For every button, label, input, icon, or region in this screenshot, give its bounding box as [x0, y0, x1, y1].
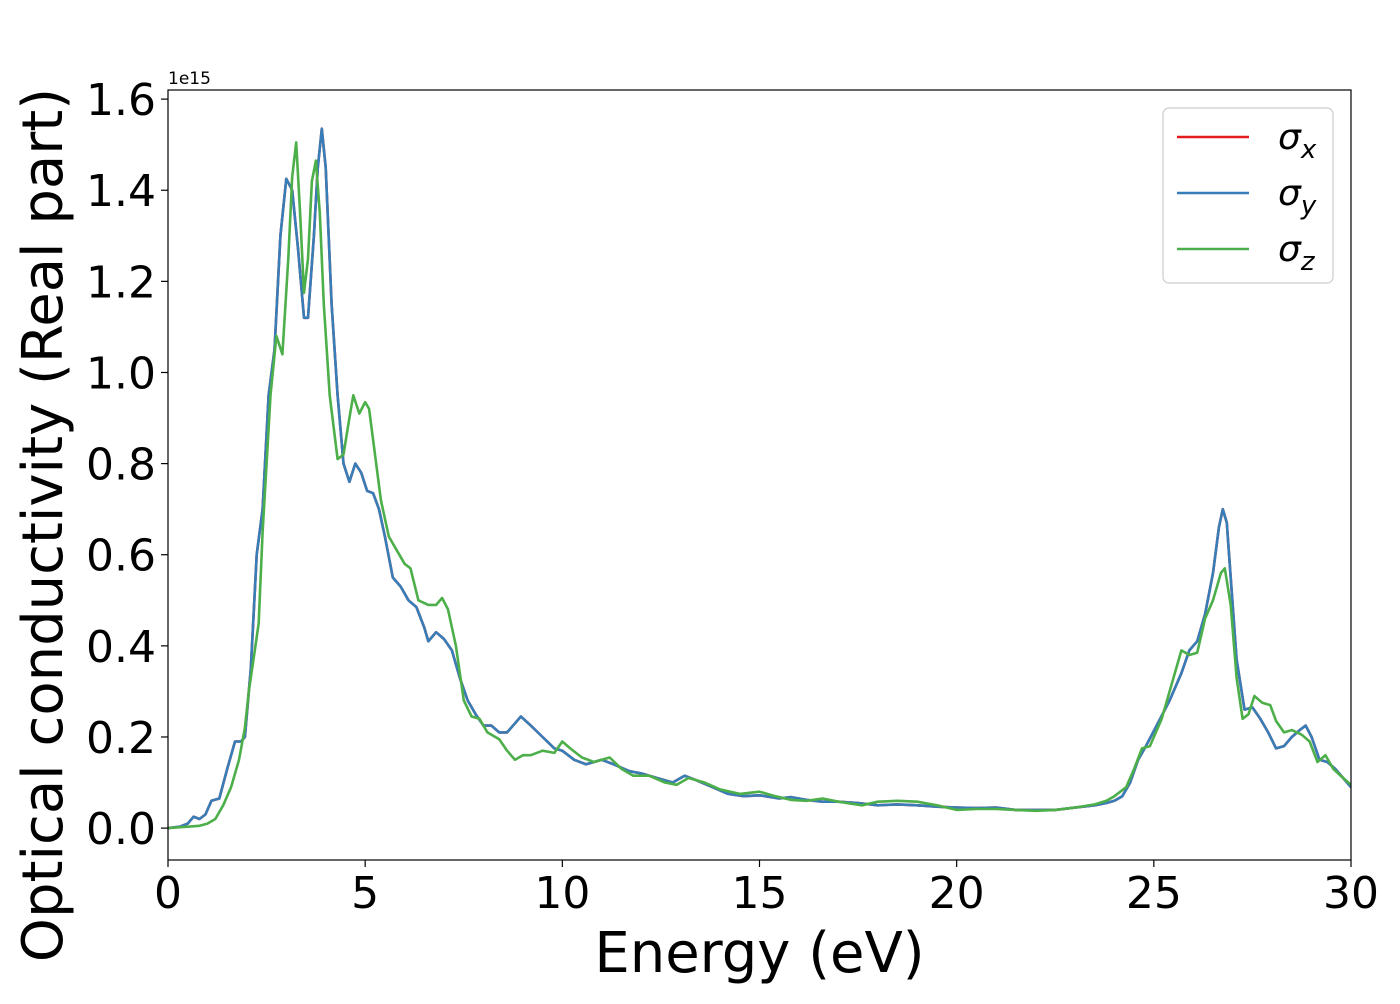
y-tick-label: 1.4: [86, 166, 156, 217]
x-axis-title: Energy (eV): [594, 921, 924, 986]
y-tick-label: 0.6: [86, 531, 156, 582]
y-axis-scale-label: 1e15: [168, 69, 211, 89]
legend-box: [1162, 107, 1334, 284]
y-axis-title: Optical conductivity (Real part): [11, 88, 76, 962]
series-line-z: [168, 141, 1351, 830]
y-axis: 0.0 0.2 0.4 0.6 0.8 1.0 1.2 1.4 1.6: [86, 75, 168, 855]
series-layer: [168, 127, 1351, 830]
x-tick-label: 25: [1126, 868, 1182, 919]
x-tick-label: 5: [351, 868, 379, 919]
y-tick-label: 1.0: [86, 348, 156, 399]
legend-entry-y: σy: [1177, 173, 1317, 221]
y-tick-label: 0.2: [86, 713, 156, 764]
legend: σx σy σz: [1162, 107, 1334, 284]
y-tick-label: 0.0: [86, 804, 156, 855]
y-tick-label: 1.2: [86, 257, 156, 308]
y-tick-label: 1.6: [86, 75, 156, 126]
legend-label: σy: [1278, 173, 1317, 221]
x-tick-label: 20: [929, 868, 985, 919]
series-line-y: [168, 127, 1351, 830]
legend-entry-z: σz: [1177, 229, 1316, 277]
x-tick-label: 10: [534, 868, 590, 919]
legend-label: σx: [1278, 117, 1317, 165]
x-tick-label: 15: [732, 868, 788, 919]
x-tick-label: 0: [154, 868, 182, 919]
y-tick-label: 0.4: [86, 622, 156, 673]
legend-entry-x: σx: [1177, 117, 1317, 165]
x-axis: 0 5 10 15 20 25 30: [154, 860, 1379, 919]
y-tick-label: 0.8: [86, 440, 156, 491]
x-tick-label: 30: [1323, 868, 1379, 919]
legend-label: σz: [1278, 229, 1316, 277]
